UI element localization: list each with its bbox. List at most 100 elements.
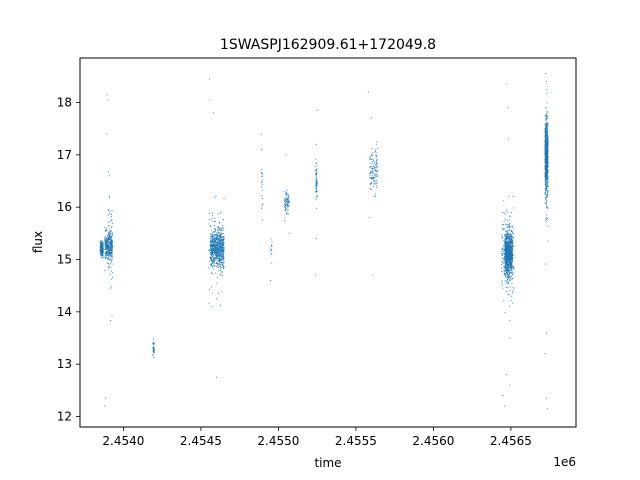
data-point	[221, 236, 223, 238]
data-point	[211, 273, 213, 275]
data-point	[220, 271, 222, 273]
data-point	[506, 259, 508, 262]
data-point	[507, 235, 509, 237]
data-point	[506, 209, 508, 211]
data-point	[284, 210, 286, 212]
data-point	[108, 262, 110, 264]
data-point	[315, 178, 317, 180]
data-point	[212, 264, 214, 266]
data-point	[504, 274, 506, 276]
data-point	[217, 233, 219, 236]
data-point	[509, 319, 511, 322]
data-point	[223, 261, 225, 263]
data-point	[547, 143, 549, 145]
data-point	[501, 234, 503, 236]
data-point	[218, 247, 220, 250]
data-point	[216, 249, 218, 252]
data-point	[544, 188, 546, 190]
data-point	[506, 230, 508, 232]
data-point	[210, 258, 212, 260]
data-point	[110, 320, 112, 322]
data-point	[104, 241, 106, 243]
data-point	[375, 166, 378, 168]
data-point	[503, 220, 505, 222]
data-point	[215, 245, 218, 247]
data-point	[217, 252, 219, 254]
data-point	[222, 227, 224, 229]
data-point	[111, 260, 113, 262]
data-point	[547, 124, 549, 126]
data-point	[107, 258, 109, 260]
data-point	[505, 239, 507, 241]
data-point	[546, 187, 548, 190]
data-point	[111, 258, 113, 260]
data-point	[261, 207, 263, 209]
data-point	[508, 195, 510, 197]
data-point	[545, 170, 548, 173]
data-point	[210, 246, 212, 248]
data-point	[262, 204, 264, 206]
data-point	[212, 220, 214, 222]
data-point	[107, 257, 109, 259]
data-point	[105, 227, 108, 229]
data-point	[315, 199, 317, 201]
data-point	[218, 249, 220, 251]
data-point	[222, 255, 224, 257]
data-point	[508, 223, 511, 225]
data-point	[106, 237, 108, 239]
data-point	[545, 197, 547, 199]
data-point	[99, 242, 101, 244]
data-point	[512, 236, 514, 238]
data-point	[373, 179, 375, 182]
data-point	[374, 177, 376, 179]
data-point	[214, 272, 216, 274]
data-point	[371, 171, 373, 173]
data-point	[212, 262, 215, 264]
data-point	[505, 374, 507, 376]
data-point	[107, 221, 109, 223]
data-point	[220, 269, 222, 271]
data-point	[212, 259, 214, 261]
data-point	[271, 249, 273, 251]
data-point	[107, 242, 109, 244]
data-point	[106, 99, 108, 101]
data-point	[376, 159, 378, 161]
x-tick-label: 2.4550	[257, 434, 299, 448]
data-point	[286, 198, 288, 200]
data-point	[508, 227, 510, 229]
data-point	[504, 266, 506, 268]
data-point	[375, 156, 377, 158]
data-point	[213, 252, 215, 254]
data-point	[376, 144, 378, 146]
data-point	[212, 257, 214, 259]
data-point	[506, 226, 508, 228]
data-point	[510, 215, 512, 217]
data-point	[510, 212, 512, 214]
data-point	[111, 315, 113, 317]
data-point	[284, 220, 286, 222]
data-point	[218, 253, 220, 255]
data-point	[104, 242, 106, 244]
data-point	[547, 151, 549, 153]
data-point	[222, 224, 224, 227]
data-point	[284, 191, 286, 193]
data-point	[261, 168, 263, 170]
data-point	[218, 254, 220, 256]
data-point	[545, 221, 547, 223]
data-point	[104, 254, 106, 256]
data-point	[216, 248, 218, 250]
data-point	[544, 164, 546, 166]
data-point	[501, 282, 503, 284]
data-point	[107, 239, 109, 241]
data-point	[505, 83, 507, 85]
data-point	[511, 269, 513, 272]
data-point	[284, 204, 286, 206]
data-point	[284, 198, 286, 200]
data-point	[111, 278, 113, 280]
data-point	[506, 279, 508, 281]
data-point	[213, 220, 216, 222]
data-point	[108, 196, 111, 199]
data-point	[511, 244, 513, 246]
data-point	[285, 154, 287, 156]
data-point	[503, 250, 505, 252]
